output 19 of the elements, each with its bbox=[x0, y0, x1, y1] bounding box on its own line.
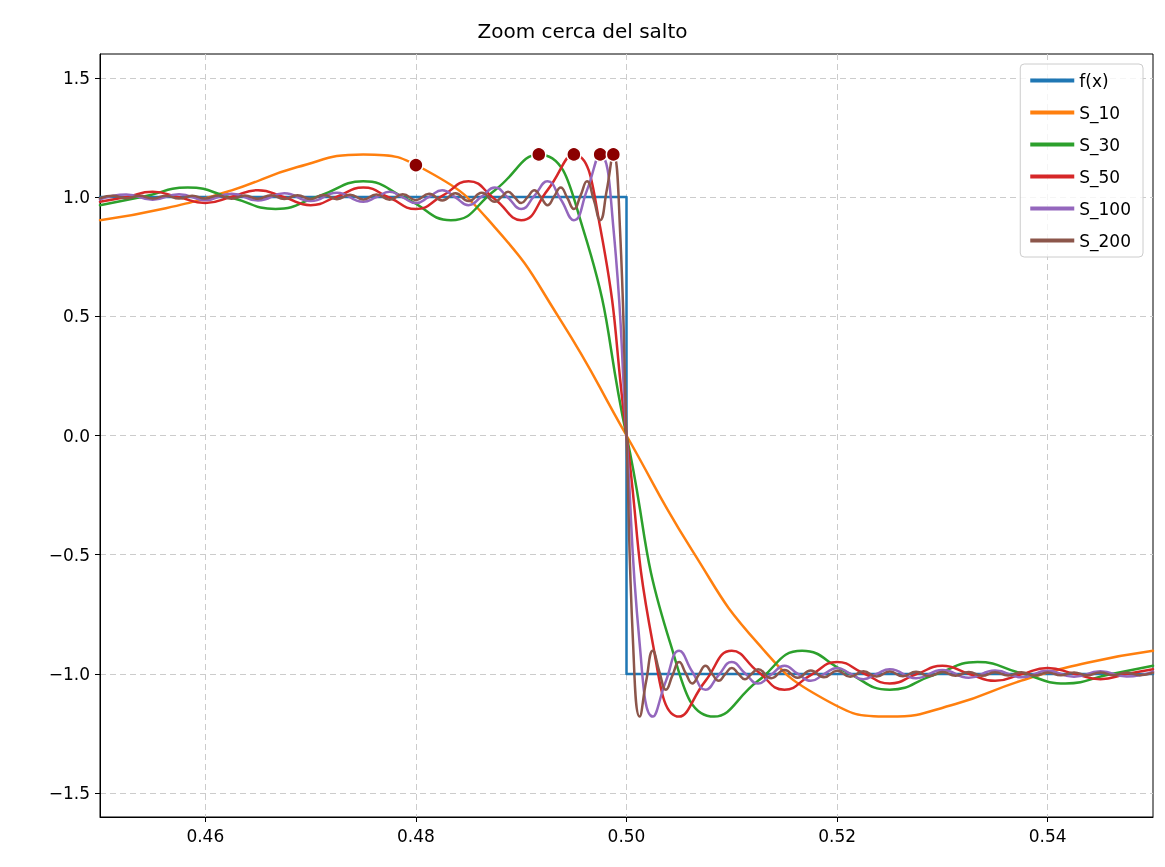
x-tick-label: 0.50 bbox=[607, 825, 646, 846]
x-tick-label: 0.52 bbox=[818, 825, 857, 846]
x-tick-label: 0.46 bbox=[186, 825, 225, 846]
y-tick-label: −1.5 bbox=[48, 783, 90, 804]
legend-label: S_50 bbox=[1079, 166, 1121, 188]
legend-label: S_200 bbox=[1079, 230, 1132, 252]
chart-title: Zoom cerca del salto bbox=[477, 19, 688, 43]
x-tick-label: 0.48 bbox=[396, 825, 435, 846]
y-tick-label: −0.5 bbox=[48, 544, 90, 565]
y-tick-label: 1.0 bbox=[62, 187, 90, 208]
legend-label: f(x) bbox=[1079, 70, 1109, 91]
legend-label: S_30 bbox=[1079, 134, 1121, 156]
x-tick-label: 0.54 bbox=[1028, 825, 1067, 846]
y-tick-label: 0.0 bbox=[62, 425, 90, 446]
legend-label: S_10 bbox=[1079, 102, 1121, 124]
y-tick-label: 0.5 bbox=[62, 306, 90, 327]
y-tick-label: −1.0 bbox=[48, 663, 90, 684]
legend-label: S_100 bbox=[1079, 198, 1132, 220]
y-tick-label: 1.5 bbox=[62, 67, 90, 88]
